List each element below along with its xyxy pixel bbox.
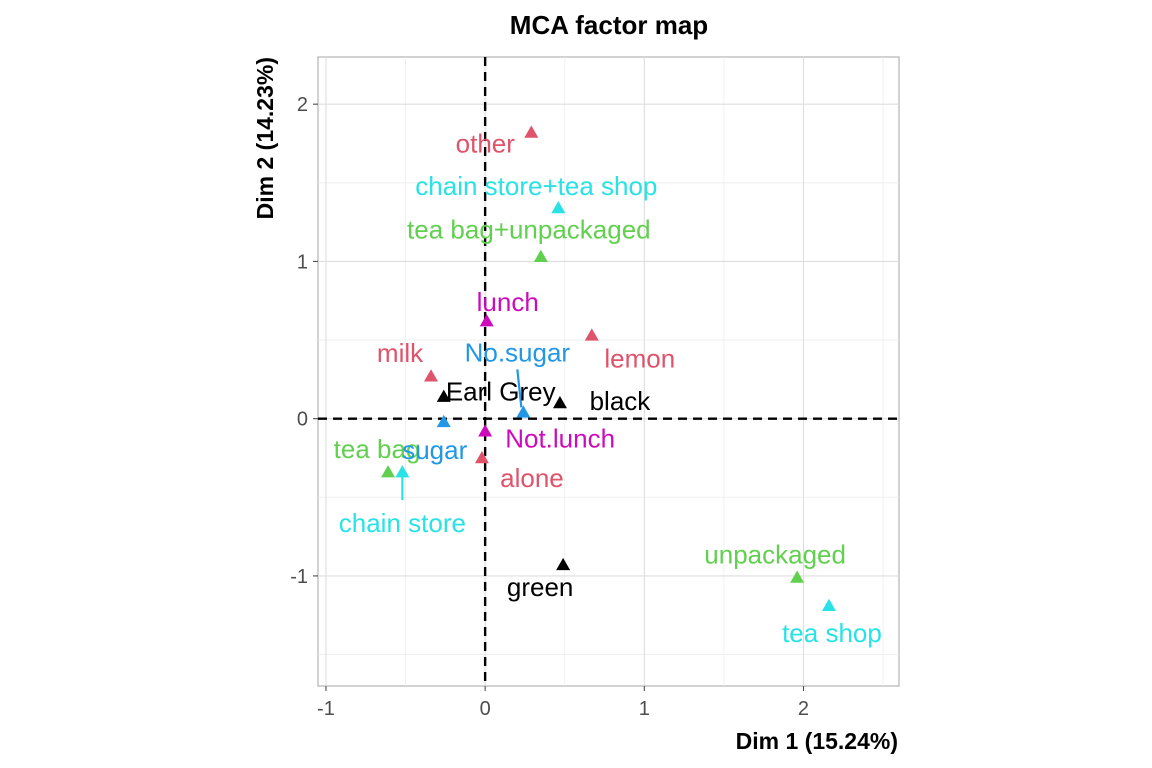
point-unpackaged — [790, 570, 805, 583]
point-tea-bag-unpackaged — [533, 249, 548, 262]
point-other — [524, 125, 539, 138]
point-tea-shop — [821, 598, 836, 612]
label-alone: alone — [500, 463, 564, 493]
label-chain-store: chain store — [339, 508, 466, 538]
point-chain-store — [395, 465, 410, 478]
y-tick-label: 0 — [297, 409, 308, 431]
label-sugar: sugar — [402, 435, 467, 465]
point-chain-store-tea-shop — [551, 200, 566, 214]
point-black — [552, 395, 567, 409]
label-tea-bag-unpackaged: tea bag+unpackaged — [407, 215, 651, 245]
label-black: black — [590, 386, 652, 416]
label-other: other — [456, 128, 516, 158]
chart-title: MCA factor map — [510, 10, 708, 40]
y-axis-title: Dim 2 (14.23%) — [252, 57, 278, 219]
x-axis-ticks: -1 0 1 2 — [317, 686, 809, 720]
point-not-lunch — [478, 424, 493, 437]
y-tick-label: 2 — [297, 94, 308, 116]
label-tea-bag: tea bag — [334, 434, 421, 464]
label-earl-grey: Earl Grey — [446, 377, 556, 407]
point-milk — [424, 369, 439, 382]
x-tick-label: 2 — [798, 698, 809, 720]
point-green — [556, 557, 571, 571]
label-unpackaged: unpackaged — [704, 539, 846, 569]
label-milk: milk — [377, 338, 424, 368]
x-axis-title: Dim 1 (15.24%) — [736, 728, 898, 754]
point-markers — [381, 125, 836, 612]
y-tick-label: 1 — [297, 251, 308, 273]
x-tick-label: -1 — [317, 698, 335, 720]
label-lemon: lemon — [604, 343, 675, 373]
label-no-sugar: No.sugar — [465, 337, 571, 367]
reference-lines — [318, 57, 899, 686]
x-tick-label: 1 — [639, 698, 650, 720]
point-lemon — [584, 328, 599, 341]
point-earl-grey — [436, 389, 451, 402]
label-chain-store-tea-shop: chain store+tea shop — [415, 171, 657, 201]
point-no-sugar — [516, 405, 531, 418]
label-not-lunch: Not.lunch — [505, 423, 615, 453]
point-alone — [474, 450, 489, 464]
label-tea-shop: tea shop — [782, 618, 882, 648]
minor-gridlines — [318, 57, 899, 686]
point-labels: Earl Grey black green alone lemon milk other te… — [334, 128, 882, 647]
point-tea-bag — [381, 465, 396, 478]
y-axis-ticks: -1 0 1 2 — [290, 94, 318, 588]
point-lunch — [479, 314, 494, 327]
label-lunch: lunch — [477, 287, 539, 317]
y-tick-label: -1 — [290, 566, 308, 588]
leader-line-no-sugar — [516, 369, 523, 408]
label-green: green — [507, 572, 574, 602]
point-sugar — [436, 414, 451, 428]
x-tick-label: 0 — [480, 698, 491, 720]
